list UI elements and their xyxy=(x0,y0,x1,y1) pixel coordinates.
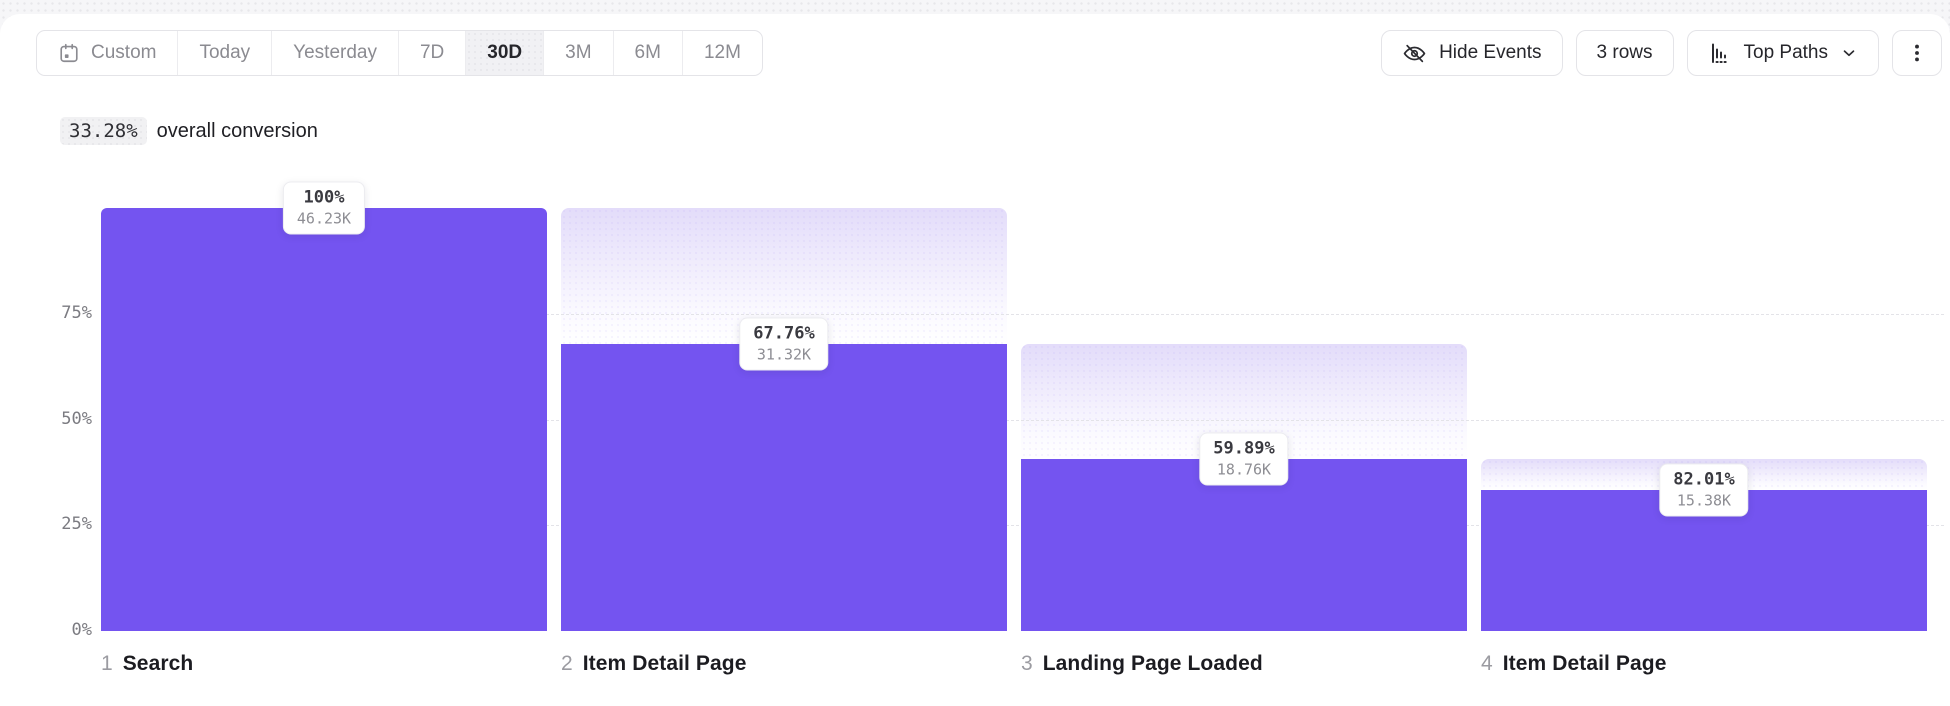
date-range-label: 12M xyxy=(703,42,741,63)
date-range-12m[interactable]: 12M xyxy=(683,31,762,75)
step-number: 4 xyxy=(1481,652,1493,675)
date-range-today[interactable]: Today xyxy=(178,31,273,75)
date-range-label: 30D xyxy=(487,42,523,63)
overall-conversion-value: 33.28% xyxy=(60,117,147,145)
tooltip-count: 31.32K xyxy=(756,345,812,364)
date-range-label: 3M xyxy=(565,42,592,63)
step-name: Search xyxy=(122,652,194,675)
tooltip-step-conversion: 67.76% xyxy=(753,323,815,344)
bar-value-tooltip-step-4: 82.01% 15.38K xyxy=(1659,463,1749,517)
bar-value-tooltip-step-2: 67.76% 31.32K xyxy=(739,317,829,371)
step-label-3: 3 Landing Page Loaded xyxy=(1021,652,1263,676)
top-paths-label: Top Paths xyxy=(1743,42,1829,63)
rows-label: 3 rows xyxy=(1596,42,1653,63)
date-range-label: 7D xyxy=(419,42,445,63)
calendar-icon xyxy=(58,42,80,64)
date-range-label: Custom xyxy=(91,42,157,63)
eye-off-icon xyxy=(1402,41,1427,66)
toolbar-right: Hide Events 3 rows Top Paths xyxy=(1381,30,1942,76)
chevron-down-icon xyxy=(1840,44,1858,62)
date-range-3m[interactable]: 3M xyxy=(544,31,614,75)
funnel-bar-step-2[interactable] xyxy=(561,344,1007,631)
hide-events-button[interactable]: Hide Events xyxy=(1381,30,1563,76)
top-paths-dropdown[interactable]: Top Paths xyxy=(1686,30,1879,76)
step-name: Item Detail Page xyxy=(582,652,747,675)
date-range-label: 6M xyxy=(634,42,661,63)
bar-value-tooltip-step-1: 100% 46.23K xyxy=(282,181,366,235)
overall-conversion-summary: 33.28% overall conversion xyxy=(60,117,318,145)
date-range-7d[interactable]: 7D xyxy=(399,31,467,75)
tooltip-step-conversion: 82.01% xyxy=(1673,469,1735,490)
date-range-control: Custom Today Yesterday 7D xyxy=(36,30,763,76)
rows-button[interactable]: 3 rows xyxy=(1575,30,1674,76)
more-options-button[interactable] xyxy=(1892,30,1942,76)
step-number: 1 xyxy=(101,652,113,675)
tooltip-count: 46.23K xyxy=(296,209,352,228)
funnel-bar-step-1[interactable] xyxy=(101,208,547,631)
tooltip-step-conversion: 100% xyxy=(303,187,345,208)
tooltip-step-conversion: 59.89% xyxy=(1213,438,1275,459)
step-name: Landing Page Loaded xyxy=(1042,652,1263,675)
date-range-yesterday[interactable]: Yesterday xyxy=(272,31,399,75)
funnel-bar-step-3[interactable] xyxy=(1021,459,1467,631)
step-number: 3 xyxy=(1021,652,1033,675)
step-label-4: 4 Item Detail Page xyxy=(1481,652,1667,676)
bar-value-tooltip-step-3: 59.89% 18.76K xyxy=(1199,432,1289,486)
gridline-75 xyxy=(101,313,1944,315)
step-label-1: 1 Search xyxy=(101,652,193,676)
date-range-label: Today xyxy=(199,42,251,63)
y-axis-tick-50: 50% xyxy=(61,408,92,429)
y-axis-tick-75: 75% xyxy=(61,302,92,323)
step-name: Item Detail Page xyxy=(1502,652,1667,675)
tooltip-count: 18.76K xyxy=(1216,460,1272,479)
date-range-label: Yesterday xyxy=(293,42,377,63)
kebab-menu-icon xyxy=(1906,42,1928,64)
date-range-6m[interactable]: 6M xyxy=(614,31,683,75)
gridline-50 xyxy=(101,419,1944,421)
date-range-30d[interactable]: 30D xyxy=(466,31,545,75)
step-number: 2 xyxy=(561,652,573,675)
y-axis-tick-25: 25% xyxy=(61,514,92,535)
y-axis-tick-0: 0% xyxy=(71,620,92,640)
hide-events-label: Hide Events xyxy=(1439,42,1542,63)
tooltip-count: 15.38K xyxy=(1676,491,1732,510)
bar-chart-icon xyxy=(1708,41,1732,65)
date-range-custom[interactable]: Custom xyxy=(37,31,179,75)
step-label-2: 2 Item Detail Page xyxy=(561,652,747,676)
overall-conversion-text: overall conversion xyxy=(156,119,318,142)
